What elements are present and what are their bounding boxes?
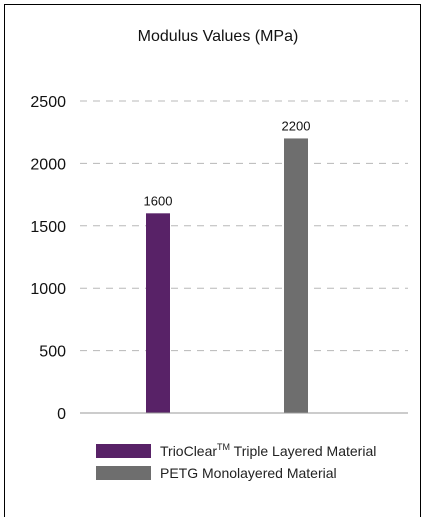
y-axis: 0 500 1000 1500 2000 2500 [30,94,66,423]
y-tick-label: 0 [57,406,66,423]
legend-swatch-trioclear [96,444,151,458]
chart-grid [80,100,408,352]
bar-series [146,138,308,413]
data-labels: 1600 2200 [144,118,311,208]
data-label: 1600 [144,193,173,208]
data-label: 2200 [282,118,311,133]
chart-frame [4,4,421,517]
y-tick-label: 2500 [30,94,66,111]
legend-swatch-petg [96,466,151,480]
y-tick-label: 1500 [30,219,66,236]
y-tick-label: 2000 [30,156,66,173]
chart-title: Modulus Values (MPa) [138,28,299,45]
legend-label-petg: PETG Monolayered Material [160,465,337,481]
bar [284,138,308,413]
y-tick-label: 500 [39,344,66,361]
legend-item-trioclear: TrioClearTM Triple Layered Material [96,440,376,462]
legend-item-petg: PETG Monolayered Material [96,462,376,484]
legend-label-trioclear: TrioClearTM Triple Layered Material [160,442,377,459]
bar [146,213,170,413]
y-tick-label: 1000 [30,281,66,298]
bar-chart: Modulus Values (MPa) 0 500 1000 1500 2000 250… [30,28,408,423]
legend: TrioClearTM Triple Layered Material PETG… [96,440,376,484]
